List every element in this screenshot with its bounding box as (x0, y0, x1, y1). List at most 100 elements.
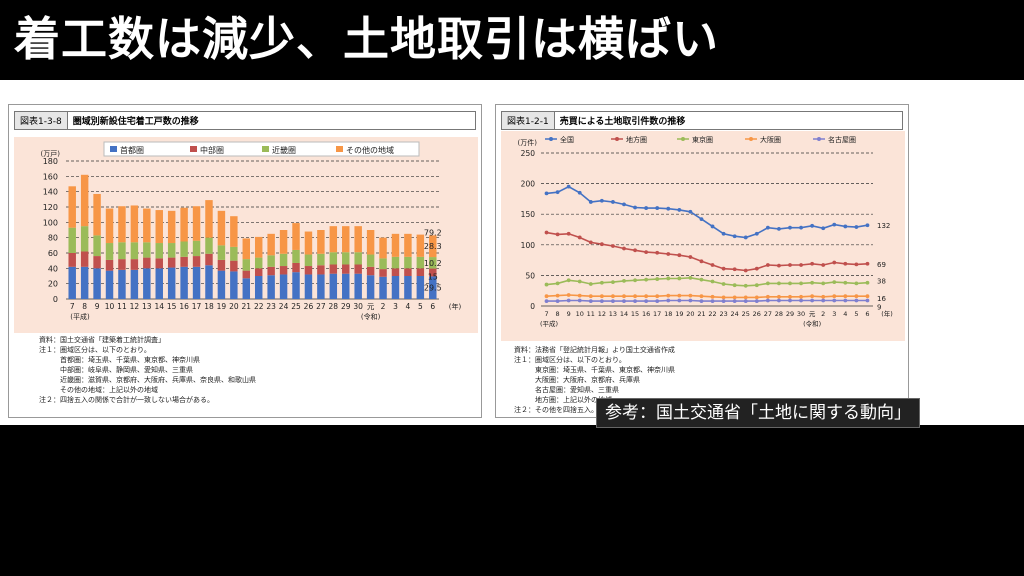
y-tick-label: 150 (521, 210, 536, 219)
data-point (788, 263, 792, 267)
bar-segment (304, 231, 313, 255)
bar-segment (404, 276, 412, 299)
legend-label: 近畿圏 (272, 145, 296, 155)
bar-segment (429, 276, 437, 299)
x-tick-label: 21 (242, 302, 252, 311)
x-tick-label: 25 (742, 310, 750, 318)
era-label: (平成) (540, 319, 558, 328)
data-point (721, 299, 726, 304)
data-point (710, 294, 715, 299)
x-tick-label: 26 (753, 310, 761, 318)
bar-segment (167, 210, 176, 244)
bar-segment (329, 226, 338, 253)
bar-segment (317, 274, 325, 299)
note-line: 資料：法務省「登記統計月報」より国土交通省作成 (514, 346, 675, 354)
legend-label: 地方圏 (626, 135, 647, 144)
housing-starts-chart: 首都圏 中部圏 近畿圏 その他の地域 (万戸) 0 20 40 60 80 100 120 140 160… (41, 141, 462, 321)
legend-marker (549, 137, 553, 141)
legend-label: 東京圏 (692, 135, 713, 144)
x-tick-label: 元 (367, 302, 375, 311)
bar-segment (167, 243, 176, 258)
bar-segment (242, 270, 251, 279)
bar-segment (180, 256, 188, 267)
bar-segment (416, 234, 425, 257)
x-tick-label: 18 (204, 302, 214, 311)
x-tick-label: 元 (809, 310, 816, 318)
x-tick-label: 10 (576, 310, 584, 318)
bar-segment (416, 268, 425, 276)
bar-segment (254, 276, 263, 299)
y-tick-label: 200 (521, 180, 536, 189)
data-point (677, 276, 682, 281)
data-point (655, 294, 660, 299)
bar-segment (93, 193, 101, 236)
data-point (544, 294, 549, 299)
data-point (633, 248, 637, 253)
data-point (588, 240, 593, 245)
legend-label: 名古屋圏 (828, 135, 856, 144)
bar-segment (354, 252, 362, 265)
legend-marker (681, 137, 685, 141)
bar-segment (192, 240, 201, 257)
x-axis-unit: (年) (449, 302, 462, 311)
y-axis-unit: (万戸) (41, 150, 61, 158)
bar-segment (205, 253, 213, 266)
note-line: 名古屋圏：愛知県、三重県 (514, 386, 619, 394)
bar-segment (391, 256, 400, 269)
x-tick-label: 22 (708, 310, 716, 318)
data-point (765, 263, 770, 267)
bar-segment (167, 267, 176, 299)
y-tick-label: 50 (525, 271, 535, 280)
legend-label: 大阪圏 (760, 135, 781, 144)
x-tick-label: 9 (95, 302, 100, 311)
land-transactions-plot: 全国 地方圏 東京圏 大阪圏 名古屋圏 (万件) 0 50 100 150 200 250 7 8 9 10 1… (501, 131, 905, 341)
data-point (710, 279, 715, 284)
data-point (865, 280, 870, 285)
data-point (588, 200, 593, 204)
x-tick-label: 25 (291, 302, 301, 311)
bar-segment (342, 264, 350, 274)
bar-segment (279, 230, 288, 254)
data-point (688, 293, 693, 298)
bar-segment (292, 249, 300, 263)
era-label: (令和) (361, 312, 381, 321)
x-tick-label: 19 (217, 302, 227, 311)
data-point (754, 283, 759, 288)
bar-segment (192, 206, 201, 241)
x-tick-label: 4 (406, 302, 411, 311)
bar-segment (391, 268, 400, 276)
data-point (777, 281, 781, 286)
x-tick-label: 11 (587, 310, 595, 318)
data-point (588, 282, 593, 286)
legend-swatch (262, 146, 269, 152)
bar-segment (379, 276, 387, 299)
x-tick-label: 21 (697, 310, 705, 318)
bar-segment (342, 226, 350, 253)
bar-segment (242, 238, 251, 260)
housing-starts-figure: 図表1-3-8 圏域別新設住宅着工戸数の推移 首都圏 中部圏 近畿圏 その他の地域 (万… (8, 104, 482, 418)
end-label: 9 (877, 303, 881, 311)
bar-segment (329, 252, 338, 265)
data-point (611, 299, 615, 304)
bar-segment (180, 207, 188, 242)
legend-label: 全国 (560, 135, 574, 144)
data-point (732, 299, 737, 304)
bar-segment (155, 258, 163, 269)
bar-segment (143, 257, 151, 269)
slide-title: 着工数は減少、土地取引は横ばい (14, 12, 719, 66)
x-tick-label: 6 (865, 310, 869, 318)
series-line (546, 231, 868, 272)
bar-segment (267, 266, 275, 276)
note-line: 大阪圏：大阪府、京都府、兵庫県 (514, 376, 640, 384)
bar-segment (230, 260, 238, 272)
bar-segment (143, 208, 151, 243)
data-point (765, 294, 770, 299)
end-label: 69 (877, 261, 886, 269)
data-point (688, 298, 693, 303)
bar-segment (180, 266, 188, 299)
bar-segment (342, 252, 350, 265)
bar-segment (429, 235, 437, 258)
note-line: 東京圏：埼玉県、千葉県、東京都、神奈川県 (514, 366, 675, 374)
bar-segment (68, 253, 76, 267)
bar-segment (304, 254, 313, 267)
